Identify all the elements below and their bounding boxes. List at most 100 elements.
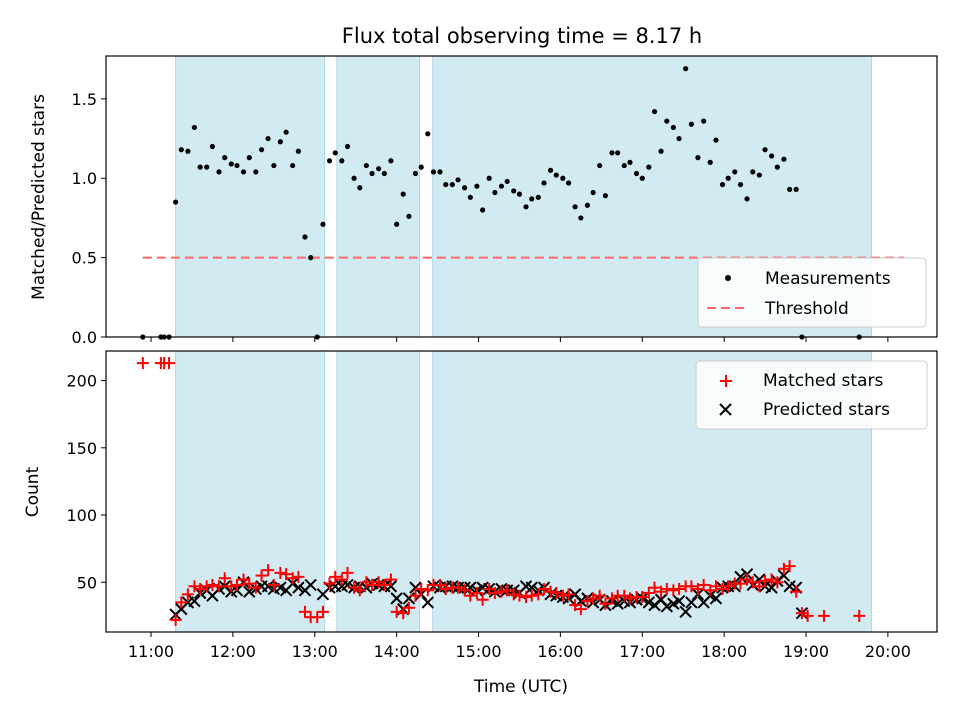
matched-star-point (507, 588, 520, 601)
matched-star-point (464, 589, 477, 602)
matched-star-point (642, 587, 655, 600)
measurement-point (529, 196, 535, 202)
matched-star-point (599, 597, 612, 610)
matched-star-point (360, 576, 373, 589)
matched-star-point (562, 588, 575, 601)
y-tick-label: 100 (66, 506, 97, 525)
measurement-point (572, 204, 578, 210)
predicted-star-point (384, 580, 398, 593)
measurement-point (461, 185, 468, 191)
legend-matched-label: Matched stars (763, 371, 883, 391)
matched-star-point (243, 577, 256, 590)
matched-star-point (409, 589, 422, 602)
shaded-band (175, 55, 326, 338)
measurement-point (308, 255, 314, 261)
matched-star-point (587, 592, 600, 605)
matched-star-point (741, 573, 754, 586)
matched-star-point (556, 589, 569, 602)
predicted-star-point (660, 600, 674, 613)
matched-star-point (415, 582, 428, 595)
bottom-y-axis-label: Count (23, 466, 43, 517)
measurement-point (633, 170, 640, 177)
y-tick-label: 1.0 (72, 169, 97, 188)
matched-star-point (605, 592, 618, 605)
measurement-point (707, 159, 713, 165)
matched-star-point (488, 587, 501, 600)
measurement-point (339, 158, 345, 164)
measurement-point (443, 181, 449, 188)
matched-star-point (323, 577, 336, 590)
measurement-point (584, 202, 591, 208)
matched-star-point (581, 595, 594, 608)
measurement-point (204, 164, 210, 170)
matched-star-point (353, 584, 366, 597)
matched-star-point (771, 576, 784, 589)
matched-star-point (175, 596, 188, 609)
legend-matched-marker (720, 375, 732, 387)
measurement-point (425, 131, 431, 137)
measurement-point (578, 215, 584, 221)
matched-star-point (286, 572, 299, 585)
legend-predicted-marker (719, 403, 732, 416)
bottom-legend-box (695, 360, 928, 430)
matched-star-point (298, 605, 311, 618)
measurement-point (277, 139, 283, 145)
matched-star-point (230, 578, 243, 591)
legend-measurements-label: Measurements (765, 269, 891, 289)
matched-star-point (136, 357, 149, 370)
measurement-point (695, 155, 701, 161)
measurement-point (793, 186, 799, 192)
matched-star-point (384, 573, 397, 586)
measurement-points (140, 66, 862, 340)
measurement-point (639, 175, 645, 181)
measurement-point (744, 196, 750, 202)
bottom-axes-frame (105, 350, 938, 633)
measurement-point (271, 162, 277, 169)
measurement-point (400, 191, 406, 197)
measurement-point (615, 150, 621, 156)
measurement-point (381, 170, 387, 177)
matched-star-point (709, 580, 722, 593)
matched-star-point (255, 569, 268, 582)
x-tick-label: 14:00 (374, 642, 420, 661)
measurement-point (265, 135, 271, 142)
measurement-point (787, 186, 793, 192)
measurement-point (191, 124, 198, 131)
measurement-point (646, 164, 652, 170)
matched-star-point (421, 584, 434, 597)
matched-star-point (348, 581, 361, 594)
measurement-point (676, 135, 682, 142)
measurement-point (769, 153, 775, 159)
measurement-point (326, 158, 333, 164)
measurement-point (437, 169, 443, 175)
x-tick-label: 11:00 (128, 642, 174, 661)
measurement-point (651, 108, 658, 115)
matched-star-point (753, 580, 766, 593)
top-legend: Measurements Threshold (697, 257, 927, 328)
measurement-point (406, 213, 412, 219)
measurement-point (216, 169, 222, 175)
measurement-point (602, 193, 609, 199)
matched-star-point (660, 582, 673, 595)
measurement-point (369, 170, 375, 177)
matched-star-point (593, 589, 606, 602)
matched-star-point (390, 605, 403, 618)
measurement-point (486, 175, 492, 181)
matched-star-point (452, 581, 465, 594)
measurement-point (683, 66, 689, 72)
measurement-point (492, 189, 498, 196)
x-tick-label: 15:00 (455, 642, 501, 661)
matched-star-point (366, 578, 379, 591)
measurement-point (357, 185, 363, 191)
measurement-point (332, 150, 338, 156)
measurement-point (535, 194, 541, 200)
predicted-star-point (390, 592, 403, 605)
measurement-point (394, 221, 400, 227)
measurement-point (449, 181, 455, 188)
predicted-star-point (525, 581, 538, 594)
measurement-point (750, 169, 756, 175)
measurement-point (498, 183, 505, 189)
matched-star-point (513, 589, 526, 602)
matched-star-point (667, 584, 680, 597)
